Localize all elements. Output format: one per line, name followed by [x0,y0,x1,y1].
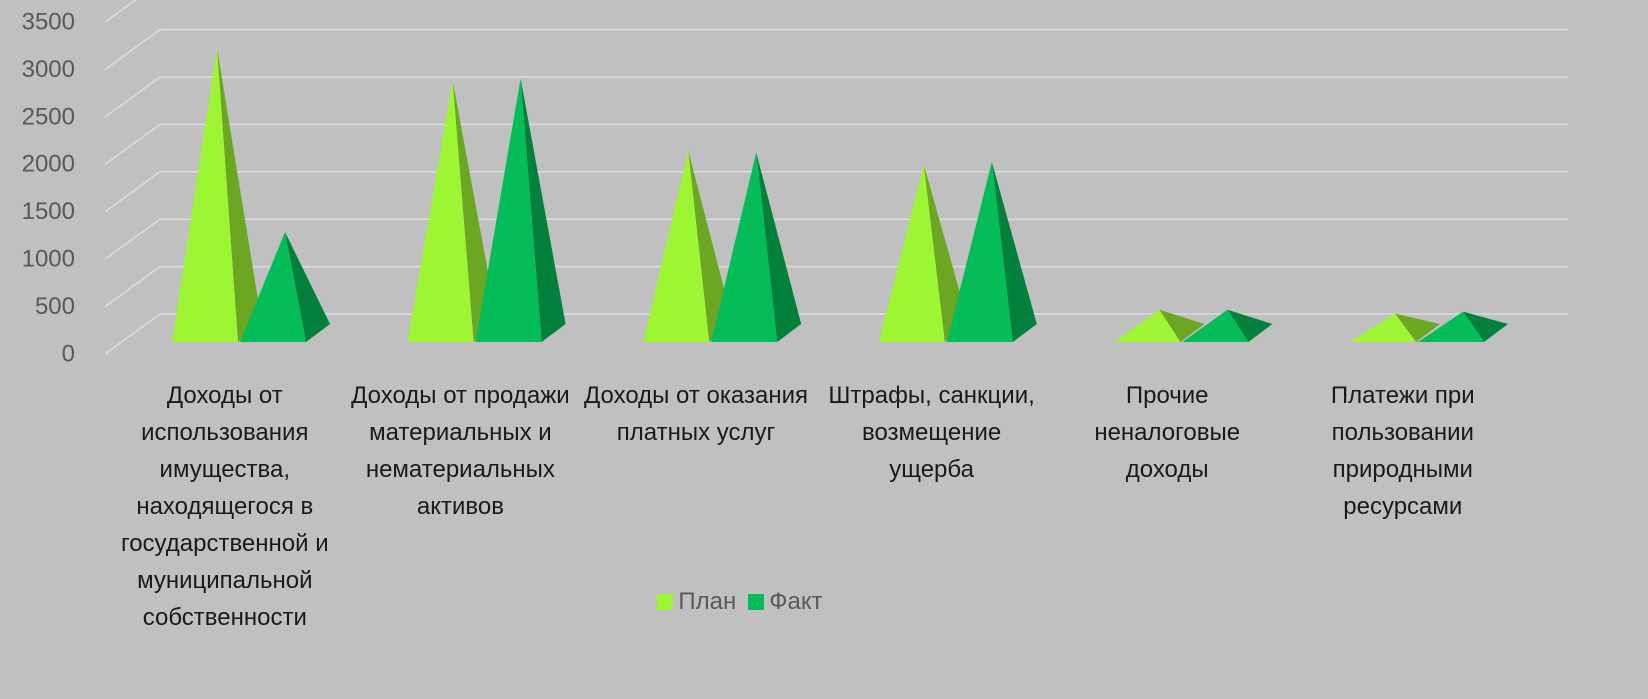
grid-line [105,30,1568,70]
x-tick-label: Платежи при пользовании природными ресур… [1289,377,1517,525]
pyramid [711,152,801,342]
grid-line [105,0,1568,22]
x-tick-label: Штрафы, санкции, возмещение ущерба [818,377,1046,488]
x-tick-label: Доходы от оказания платных услуг [582,377,810,451]
y-tick-label: 0 [62,340,75,367]
y-tick-label: 1500 [22,198,75,225]
y-tick-label: 3000 [22,56,75,83]
chart: 0 500 1000 1500 2000 2500 3000 3500 План Факт До… [0,0,1648,699]
grid-line [105,77,1568,117]
x-tick-label: Прочие неналоговые доходы [1053,377,1281,488]
legend-label: План [678,588,736,615]
y-tick-label: 3500 [22,9,75,36]
pyramid [476,78,566,342]
grid-line [105,219,1568,259]
grid-line [105,172,1568,212]
x-tick-label: Доходы от использования имущества, наход… [111,377,339,636]
legend-label: Факт [769,588,822,615]
legend-swatch [748,594,764,610]
y-tick-label: 2500 [22,103,75,130]
grid-line [105,267,1568,307]
legend-swatch [657,594,673,610]
y-tick-label: 1000 [22,246,75,273]
y-tick-label: 500 [35,293,75,320]
pyramid [947,162,1037,342]
grid-line [105,124,1568,164]
legend-item: План [657,588,736,616]
y-tick-label: 2000 [22,151,75,178]
pyramid [172,48,262,342]
legend-item: Факт [748,588,822,616]
x-tick-label: Доходы от продажи материальных и нематер… [346,377,574,525]
